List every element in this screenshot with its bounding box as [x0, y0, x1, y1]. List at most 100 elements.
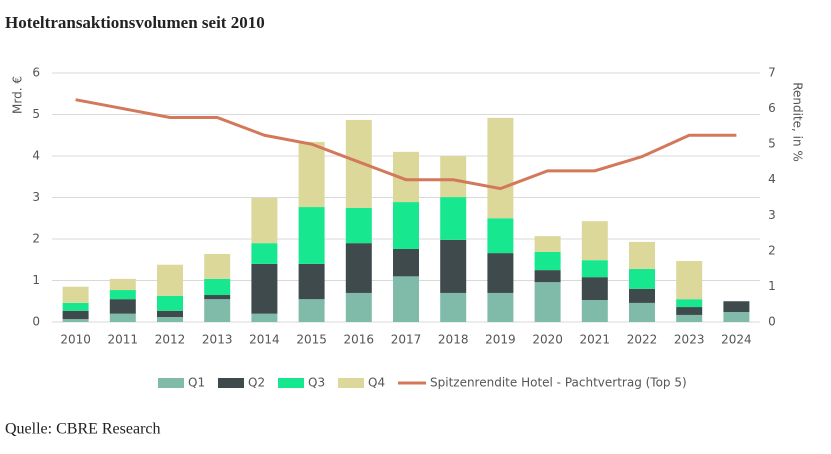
line — [75, 98, 737, 191]
bar-segment — [487, 117, 514, 219]
bar-segment — [298, 141, 325, 208]
bar-segment — [487, 292, 514, 322]
bar-segment — [157, 317, 183, 322]
bar-segment — [157, 295, 183, 311]
x-tick-label: 2012 — [155, 333, 186, 347]
y2-tick-label: 0 — [768, 315, 776, 329]
legend-label: Spitzenrendite Hotel - Pachtvertrag (Top… — [430, 376, 687, 390]
bar-segment — [581, 260, 608, 278]
bar-segment — [251, 243, 278, 264]
bar-segment — [393, 248, 419, 277]
legend-label: Q2 — [248, 376, 265, 390]
bar-segment — [629, 241, 655, 269]
bar-segment — [676, 299, 703, 308]
bar-segment — [109, 290, 136, 300]
bar-segment — [676, 260, 703, 300]
bar-segment — [534, 282, 561, 322]
legend-swatch — [158, 378, 184, 388]
bar-segment — [629, 288, 655, 303]
x-tick-label: 2017 — [391, 333, 422, 347]
y2-axis-label: Rendite, in % — [791, 82, 805, 162]
bar-segment — [393, 202, 419, 249]
bar-segment — [251, 197, 278, 244]
legend-label: Q4 — [368, 376, 385, 390]
bar-segment — [487, 218, 514, 254]
bar-segment — [204, 299, 231, 322]
bar-segment — [676, 307, 703, 315]
y2-tick-label: 6 — [768, 101, 776, 115]
y2-tick-label: 7 — [768, 66, 776, 80]
y-axis-label: Mrd. € — [11, 76, 25, 114]
legend-label: Q3 — [308, 376, 325, 390]
bar-segment — [204, 295, 231, 300]
y2-tick-label: 5 — [768, 137, 776, 151]
bar-segment — [204, 278, 231, 296]
x-tick-label: 2021 — [580, 333, 611, 347]
x-tick-label: 2014 — [249, 333, 280, 347]
bar-segment — [298, 263, 325, 300]
bar-segment — [109, 299, 136, 314]
y-tick-label: 3 — [32, 190, 40, 204]
y2-tick-label: 3 — [768, 208, 776, 222]
bar-segment — [298, 207, 325, 264]
x-tick-label: 2011 — [108, 333, 139, 347]
y-tick-label: 4 — [32, 149, 40, 163]
x-tick-label: 2010 — [60, 333, 91, 347]
legend-label: Q1 — [188, 376, 205, 390]
x-tick-label: 2020 — [532, 333, 563, 347]
x-tick-label: 2023 — [674, 333, 705, 347]
bar-segment — [723, 312, 750, 322]
y-tick-label: 5 — [32, 107, 40, 121]
legend-swatch — [278, 378, 304, 388]
y2-tick-label: 2 — [768, 243, 776, 257]
bar-segment — [62, 302, 89, 311]
bar-segment — [251, 263, 278, 314]
y-tick-label: 6 — [32, 66, 40, 80]
y-tick-label: 1 — [32, 273, 40, 287]
x-tick-label: 2018 — [438, 333, 469, 347]
bar-segment — [534, 236, 561, 252]
legend-swatch — [338, 378, 364, 388]
bar-segment — [204, 253, 231, 279]
bar-segment — [581, 300, 608, 322]
bar-segment — [440, 292, 467, 322]
bar-segment — [393, 276, 419, 322]
x-tick-label: 2013 — [202, 333, 233, 347]
bar-segment — [676, 314, 703, 322]
bar-segment — [345, 207, 372, 244]
bar-segment — [487, 253, 514, 293]
bar-segment — [109, 313, 136, 322]
legend-swatch — [218, 378, 244, 388]
bar-segment — [440, 239, 467, 293]
x-tick-label: 2015 — [296, 333, 327, 347]
source: Quelle: CBRE Research — [5, 421, 161, 438]
x-tick-label: 2016 — [344, 333, 375, 347]
y2-tick-label: 4 — [768, 172, 776, 186]
bar-segment — [251, 313, 278, 322]
bar-segment — [345, 292, 372, 322]
bar-segment — [440, 156, 467, 198]
bar-segment — [62, 310, 89, 320]
y-tick-label: 2 — [32, 232, 40, 246]
x-tick-label: 2019 — [485, 333, 516, 347]
bar-segment — [534, 251, 561, 271]
bar-segment — [298, 299, 325, 322]
bar-segment — [440, 197, 467, 240]
bar-segment — [157, 310, 183, 318]
bar-segment — [629, 268, 655, 289]
bar-segment — [723, 301, 750, 313]
bar-segment — [345, 243, 372, 293]
bar-segment — [109, 278, 136, 291]
bar-segment — [62, 319, 89, 322]
bar-segment — [581, 277, 608, 301]
bar-segment — [581, 221, 608, 261]
bar-segment — [62, 286, 89, 303]
bar-segment — [629, 302, 655, 322]
x-tick-label: 2024 — [721, 333, 752, 347]
y-tick-label: 0 — [32, 315, 40, 329]
x-tick-label: 2022 — [627, 333, 658, 347]
y2-tick-label: 1 — [768, 279, 776, 293]
bar-segment — [157, 264, 183, 296]
chart-title: Hoteltransaktionsvolumen seit 2010 — [5, 13, 265, 32]
